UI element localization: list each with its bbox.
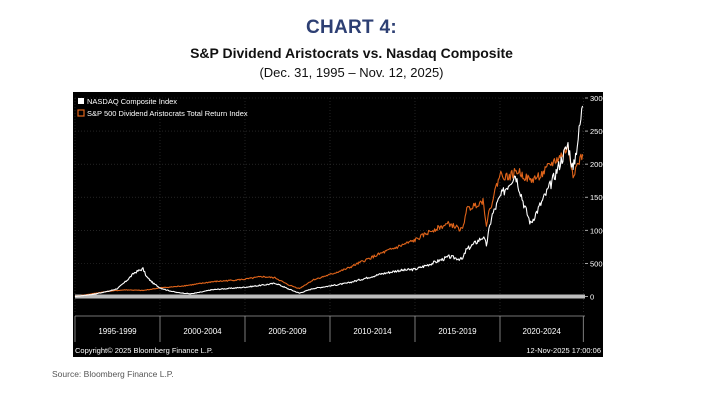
y-tick-label: 1500 xyxy=(590,193,603,202)
line-chart: 0 500 1000 1500 2000 2500 3000 1995-1999 2000-2… xyxy=(74,94,603,355)
chart-date-range: (Dec. 31, 1995 – Nov. 12, 2025) xyxy=(259,65,444,80)
y-tick-label: 500 xyxy=(590,259,603,268)
series-line-aristocrats xyxy=(74,144,584,297)
chart-subtitle: S&P Dividend Aristocrats vs. Nasdaq Comp… xyxy=(190,45,513,61)
chart-title: CHART 4: xyxy=(305,17,398,38)
legend-label-nasdaq: NASDAQ Composite Index xyxy=(87,97,177,106)
x-period-label: 2000-2004 xyxy=(183,327,222,336)
y-tick-label: 1000 xyxy=(590,226,603,235)
x-period-label: 1995-1999 xyxy=(98,327,137,336)
chart-panel: 0 500 1000 1500 2000 2500 3000 1995-1999 2000-2… xyxy=(73,92,603,357)
legend-swatch-nasdaq xyxy=(78,98,84,104)
source-note: Source: Bloomberg Finance L.P. xyxy=(52,369,174,379)
y-tick-label: 2500 xyxy=(590,127,603,136)
copyright-text: Copyright© 2025 Bloomberg Finance L.P. xyxy=(75,346,213,355)
legend-label-aristocrats: S&P 500 Dividend Aristocrats Total Retur… xyxy=(87,109,248,118)
timestamp-text: 12-Nov-2025 17:00:06 xyxy=(526,346,601,355)
x-period-label: 2020-2024 xyxy=(523,327,562,336)
y-tick-label: 0 xyxy=(590,292,594,301)
y-tick-label: 3000 xyxy=(590,94,603,103)
y-tick-label: 2000 xyxy=(590,160,603,169)
legend-swatch-aristocrats xyxy=(77,109,85,117)
x-period-label: 2010-2014 xyxy=(353,327,392,336)
x-period-label: 2005-2009 xyxy=(268,327,307,336)
series-line-nasdaq xyxy=(74,105,584,297)
x-period-label: 2015-2019 xyxy=(438,327,477,336)
